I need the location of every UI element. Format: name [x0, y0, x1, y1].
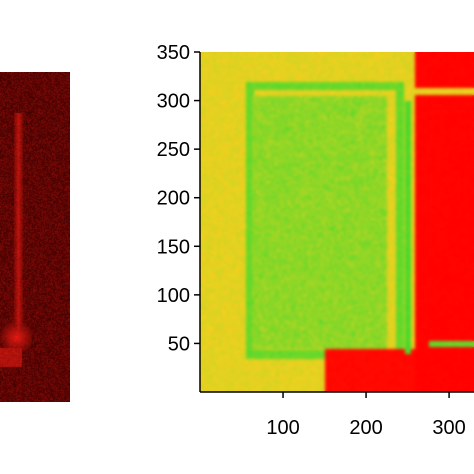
heatmap-image — [200, 52, 474, 392]
y-tick-label: 250 — [157, 139, 190, 161]
x-tick-label: 100 — [266, 417, 299, 439]
y-tick-label: 50 — [168, 333, 190, 355]
y-axis-ticks: 50 100 150 200 250 300 350 — [157, 42, 200, 355]
x-tick-label: 300 — [432, 417, 465, 439]
x-tick-label: 200 — [349, 417, 382, 439]
y-tick-label: 150 — [157, 236, 190, 258]
fluorescence-image-panel — [0, 72, 70, 402]
y-tick-label: 100 — [157, 285, 190, 307]
y-tick-label: 350 — [157, 42, 190, 64]
heatmap-plot-area — [200, 52, 474, 392]
y-tick-label: 300 — [157, 91, 190, 113]
x-axis-ticks: 100 200 300 — [266, 392, 466, 439]
y-tick-label: 200 — [157, 188, 190, 210]
heatmap-axes — [199, 52, 474, 393]
